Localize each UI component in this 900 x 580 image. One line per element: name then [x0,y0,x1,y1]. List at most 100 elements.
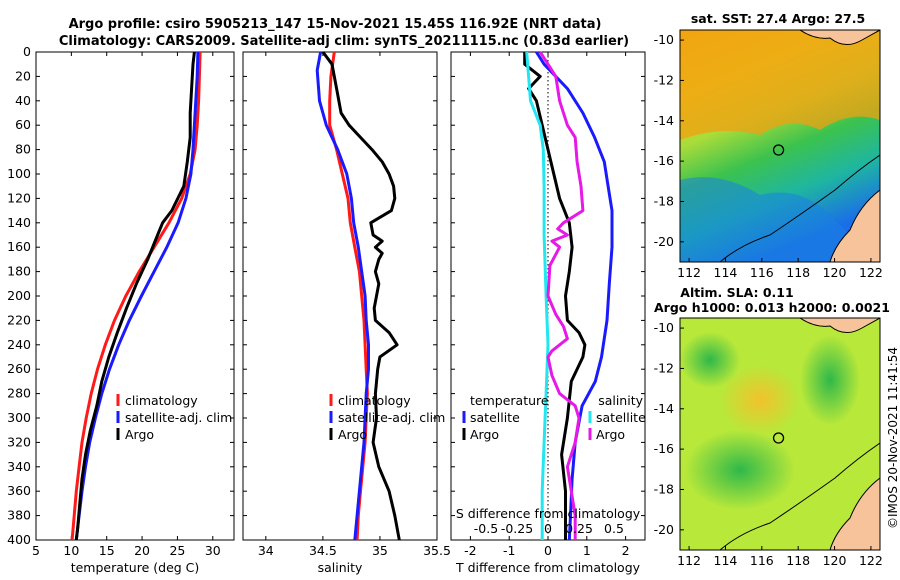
x-tick-label: -2 [464,543,476,558]
legend-title-salinity: salinity [598,393,643,408]
sla-map-axes: 112 114 116 118 120 122 -10 -12 -14 -16 -18 -20 [654,320,883,568]
series-line-satellite-adj-clim [74,51,200,541]
x-axis-label: salinity [318,560,363,575]
y-tick-label: 120 [7,190,31,205]
temperature-panel: 5 10 15 20 25 3002040608010012014016018020022… [7,44,235,575]
map-y-tick-label: -16 [654,441,674,456]
series-line-s-argo [538,51,585,540]
argo-position-marker [772,144,785,156]
s-tick-label: 0.5 [604,521,624,536]
sla-map-title: Altim. SLA: 0.11 [680,285,793,300]
sla-land-south [829,477,880,550]
x-axis-label: T difference from climatology [455,560,641,575]
axes-frame [242,51,438,541]
s-tick-label: 0.25 [565,521,593,536]
sla-low-anomaly-3 [680,332,740,388]
y-tick-label: 240 [7,337,31,352]
legend-label-t-satellite: satellite [470,410,520,425]
sla-low-anomaly-1 [685,430,795,510]
difference-legend-salinity: salinity satellite Argo [588,393,646,442]
s-tick-label: 0 [544,521,552,536]
argo-position-marker [772,432,785,444]
x-tick-label: 0 [544,543,552,558]
map-y-tick-label: -20 [654,234,674,249]
y-tick-label: 260 [7,361,31,376]
salinity-panel: 34 34.5 35 35.5 salinity [242,51,451,575]
series-line-argo [321,51,401,541]
sst-map-frame [679,29,881,263]
map-y-tick-label: -12 [654,360,674,375]
sla-high-anomaly [720,365,800,435]
map-x-tick-label: 116 [750,553,774,568]
salinity-legend: climatology satellite-adj. clim Argo [329,393,445,442]
sst-warm-region [680,30,880,140]
legend-label-t-argo: Argo [470,427,499,442]
y-tick-label: 280 [7,386,31,401]
temperature-legend: climatology satellite-adj. clim Argo [116,393,232,442]
y-tick-label: 20 [15,68,31,83]
map-y-tick-label: -10 [654,320,674,335]
x-tick-label: 25 [169,543,185,558]
sst-cool-region [680,177,860,262]
map-y-tick-label: -18 [654,193,674,208]
sla-map [680,318,880,550]
y-tick-label: 360 [7,483,31,498]
legend-label-s-argo: Argo [596,427,625,442]
series-line-s-satellite [525,51,550,540]
y-tick-label: 200 [7,288,31,303]
map-y-tick-label: -18 [654,481,674,496]
series-line-argo [74,51,196,541]
map-x-tick-label: 122 [859,265,883,280]
legend-label-s-satellite: satellite [596,410,646,425]
copyright-text: ©IMOS 20-Nov-2021 11:41:54 [886,347,900,529]
map-x-tick-label: 118 [786,265,810,280]
sla-low-anomaly-2 [800,335,860,425]
s-tick-label: -0.25 [501,521,533,536]
y-tick-label: 300 [7,410,31,425]
legend-label-climatology: climatology [125,393,198,408]
map-x-tick-label: 112 [677,265,701,280]
y-tick-label: 100 [7,166,31,181]
map-x-tick-label: 112 [677,553,701,568]
y-tick-label: 140 [7,215,31,230]
difference-panel: -2 -1 0 1 2 T difference from climatology [450,51,646,575]
x-tick-label: 35 [372,543,388,558]
y-tick-label: 0 [23,44,31,59]
x-tick-label: 30 [205,543,221,558]
legend-label-satellite: satellite-adj. clim [338,410,445,425]
x-tick-label: 15 [99,543,115,558]
axes-frame [35,51,235,541]
s-tick-label: -0.5 [474,521,498,536]
sst-map [680,30,880,262]
y-tick-label: 400 [7,532,31,547]
series-line-satellite-adj-clim [315,51,370,541]
s-difference-ticks: -0.5 -0.25 0 0.25 0.5 [474,521,624,536]
y-tick-label: 160 [7,239,31,254]
legend-label-satellite: satellite-adj. clim [125,410,232,425]
sla-map-subtitle: Argo h1000: 0.013 h2000: 0.0021 [654,300,890,315]
map-y-tick-label: -20 [654,522,674,537]
x-tick-label: 34.5 [309,543,337,558]
y-tick-label: 40 [15,93,31,108]
legend-label-argo: Argo [338,427,367,442]
map-y-tick-label: -14 [654,113,674,128]
title-line1: Argo profile: csiro 5905213_147 15-Nov-2… [69,17,602,32]
sst-land-north [799,30,880,45]
s-difference-label: S difference from climatology [456,506,641,521]
x-axis-label: temperature (deg C) [71,560,200,575]
map-x-tick-label: 120 [823,265,847,280]
sla-isobath [719,442,880,550]
series-line-climatology [70,51,202,541]
map-x-tick-label: 114 [714,265,738,280]
map-y-tick-label: -14 [654,401,674,416]
y-tick-label: 380 [7,508,31,523]
sst-map-title: sat. SST: 27.4 Argo: 27.5 [691,11,865,26]
sst-isobath [719,154,880,262]
legend-label-argo: Argo [125,427,154,442]
map-y-tick-label: -12 [654,72,674,87]
title-line2: Climatology: CARS2009. Satellite-adj cli… [59,34,629,49]
y-tick-label: 220 [7,312,31,327]
y-tick-label: 80 [15,142,31,157]
map-x-tick-label: 120 [823,553,847,568]
